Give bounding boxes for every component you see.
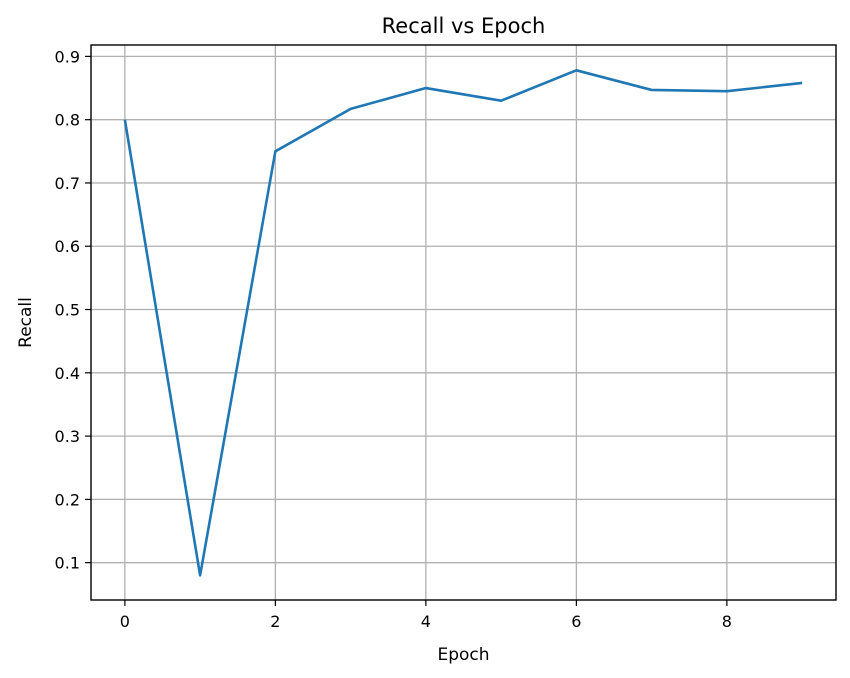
y-tick-label: 0.5 bbox=[55, 301, 80, 320]
chart-title: Recall vs Epoch bbox=[382, 14, 546, 38]
y-axis: 0.1 0.2 0.3 0.4 0.5 0.6 0.7 0.8 0.9 bbox=[55, 47, 91, 573]
x-tick-label: 8 bbox=[722, 612, 732, 631]
grid bbox=[91, 45, 836, 600]
y-tick-label: 0.7 bbox=[55, 174, 80, 193]
x-tick-label: 0 bbox=[120, 612, 130, 631]
x-tick-label: 6 bbox=[571, 612, 581, 631]
y-tick-label: 0.4 bbox=[55, 364, 80, 383]
y-tick-label: 0.2 bbox=[55, 490, 80, 509]
series-line-recall bbox=[123, 69, 803, 577]
y-tick-label: 0.8 bbox=[55, 111, 80, 130]
x-tick-label: 4 bbox=[421, 612, 431, 631]
x-axis: 0 2 4 6 8 bbox=[120, 600, 732, 631]
y-tick-label: 0.1 bbox=[55, 554, 80, 573]
plot-frame bbox=[90, 44, 837, 601]
x-axis-label: Epoch bbox=[437, 645, 489, 665]
y-tick-label: 0.3 bbox=[55, 427, 80, 446]
y-tick-label: 0.9 bbox=[55, 47, 80, 66]
series-group bbox=[123, 69, 803, 577]
x-tick-label: 2 bbox=[270, 612, 280, 631]
y-axis-label: Recall bbox=[16, 297, 36, 348]
y-tick-label: 0.6 bbox=[55, 237, 80, 256]
